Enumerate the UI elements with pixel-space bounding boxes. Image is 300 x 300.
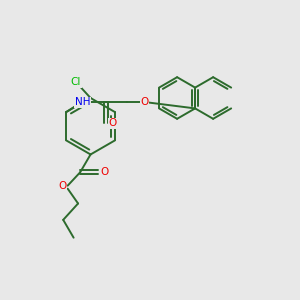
- Text: Cl: Cl: [71, 77, 81, 87]
- Text: O: O: [140, 97, 148, 106]
- Text: NH: NH: [75, 98, 90, 107]
- Text: O: O: [109, 118, 117, 128]
- Text: O: O: [58, 181, 66, 191]
- Text: O: O: [100, 167, 109, 177]
